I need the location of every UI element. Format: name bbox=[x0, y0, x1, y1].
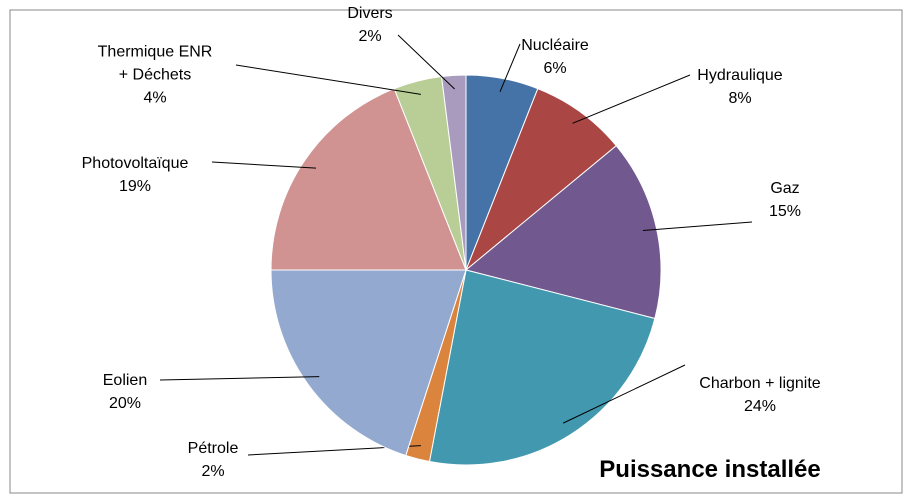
leader-line bbox=[499, 43, 521, 93]
slice-name: Photovoltaïque bbox=[81, 155, 189, 172]
pie-slice bbox=[270, 269, 467, 457]
slice-label: Divers 2% bbox=[307, 2, 433, 48]
pie-slice bbox=[464, 144, 662, 320]
slice-value: 2% bbox=[358, 28, 382, 45]
leader-line bbox=[235, 64, 421, 95]
slice-name: Thermique ENR + Déchets bbox=[97, 43, 213, 84]
slice-value: 15% bbox=[768, 203, 802, 220]
leader-line bbox=[397, 34, 455, 90]
slice-value: 4% bbox=[143, 89, 167, 107]
leader-line bbox=[642, 221, 753, 231]
slice-name: Pétrole bbox=[187, 440, 239, 457]
slice-label: Gaz 15% bbox=[722, 177, 848, 223]
leader-line bbox=[572, 74, 691, 124]
leader-line bbox=[562, 364, 686, 424]
slice-name: Gaz bbox=[770, 180, 800, 197]
slice-value: 20% bbox=[108, 395, 142, 412]
leader-line bbox=[159, 376, 320, 381]
leader-line bbox=[211, 161, 317, 169]
pie-slice bbox=[428, 269, 656, 466]
pie-slice bbox=[270, 88, 467, 271]
chart-title: Puissance installée bbox=[599, 456, 821, 483]
slice-label: Thermique ENR + Déchets 4% bbox=[92, 41, 218, 110]
pie-slice bbox=[465, 88, 617, 271]
slice-name: Charbon + lignite bbox=[699, 375, 821, 392]
slice-value: 24% bbox=[743, 398, 777, 415]
slice-name: Divers bbox=[347, 5, 393, 22]
slice-label: Hydraulique 8% bbox=[677, 64, 803, 110]
slice-name: Eolien bbox=[102, 372, 148, 389]
slice-name: Hydraulique bbox=[697, 67, 783, 84]
slice-value: 19% bbox=[118, 178, 152, 195]
slice-label: Photovoltaïque 19% bbox=[72, 152, 198, 198]
slice-name: Nucléaire bbox=[521, 37, 589, 54]
slice-value: 2% bbox=[201, 463, 225, 480]
slice-label: Eolien 20% bbox=[62, 369, 188, 415]
slice-label: Charbon + lignite 24% bbox=[697, 372, 823, 418]
slice-label: Nucléaire 6% bbox=[492, 34, 618, 80]
slice-label: Pétrole 2% bbox=[150, 437, 276, 483]
slice-value: 8% bbox=[728, 90, 752, 107]
slice-value: 6% bbox=[543, 60, 567, 77]
